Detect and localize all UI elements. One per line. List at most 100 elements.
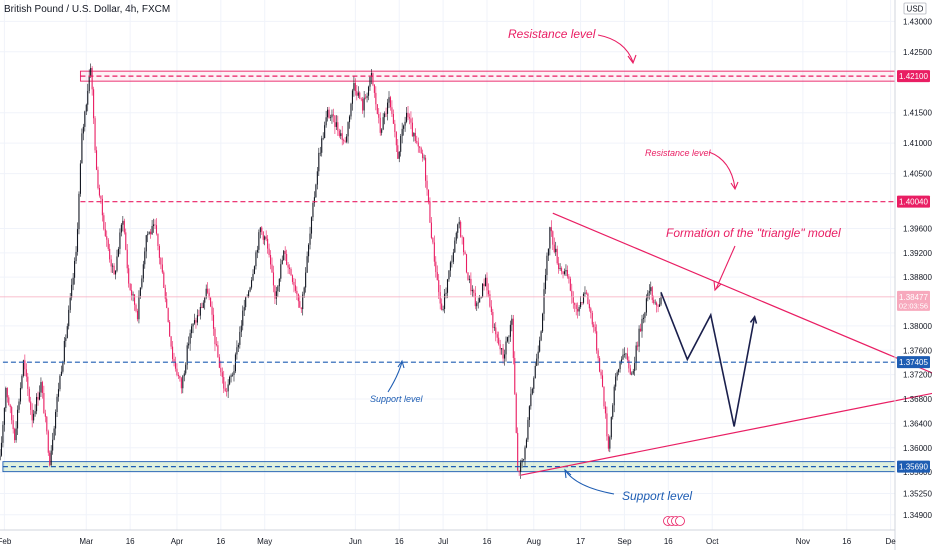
candle-body: [179, 375, 181, 379]
price-tick-label: 1.35250: [903, 489, 932, 498]
candle: [609, 435, 611, 453]
candle-body: [14, 429, 16, 441]
candle-body: [302, 294, 304, 310]
candle-body: [613, 386, 615, 406]
candle-body: [245, 296, 247, 308]
candle-body: [587, 293, 589, 304]
candle: [561, 266, 563, 275]
candle: [55, 409, 57, 436]
candle: [493, 323, 495, 331]
support-arrow-large: [564, 468, 615, 495]
candle: [315, 183, 317, 198]
candle: [30, 396, 32, 415]
price-label-text: 1.42100: [899, 72, 928, 81]
candle-body: [341, 133, 343, 141]
candle-body: [289, 267, 291, 270]
candle-body: [174, 361, 177, 369]
candle-body: [57, 389, 60, 397]
candle: [587, 292, 589, 305]
candle-body: [518, 470, 520, 472]
candle-body: [265, 236, 267, 239]
candle-body: [470, 278, 472, 292]
candle-body: [308, 244, 310, 257]
candle: [53, 425, 55, 441]
price-axis[interactable]: USD1.430001.425001.415001.410001.405001.…: [894, 0, 932, 550]
candle: [214, 327, 216, 352]
candle: [641, 314, 643, 338]
candle-body: [391, 107, 393, 114]
time-tick-label: 16: [664, 537, 673, 546]
candle-body: [335, 122, 337, 127]
candle-body: [71, 284, 73, 298]
candle-body: [388, 97, 390, 103]
candle-body: [264, 236, 266, 240]
candle: [582, 292, 585, 305]
candle: [520, 459, 522, 479]
candle: [438, 273, 440, 299]
candle: [403, 124, 405, 136]
candle-body: [324, 125, 326, 139]
candle-body: [609, 437, 611, 449]
candle-body: [395, 132, 397, 146]
candle-body: [619, 362, 621, 370]
candle-body: [234, 354, 236, 372]
price-label-text: 1.40040: [899, 198, 928, 207]
candle: [44, 409, 46, 423]
candle: [157, 233, 159, 251]
candle-body: [506, 337, 509, 342]
candle: [262, 231, 264, 245]
time-axis[interactable]: Feb Mar 16 Apr 16 May Jun 16 Jul 16 Aug 17 Sep 16 Oct N…: [0, 529, 896, 546]
candle: [19, 382, 22, 405]
candle: [119, 228, 121, 255]
candle: [623, 347, 626, 358]
candle: [430, 216, 432, 240]
candle: [388, 91, 390, 109]
candle-body: [211, 306, 213, 315]
candle: [97, 166, 99, 190]
candle: [553, 237, 555, 254]
candle: [91, 66, 93, 96]
candle: [363, 90, 365, 118]
candle-body: [436, 272, 438, 281]
candle: [637, 341, 639, 351]
candle: [52, 432, 54, 455]
candle-body: [16, 409, 19, 429]
support-arrow-small: [387, 359, 405, 393]
candle-body: [618, 369, 620, 373]
candle-body: [155, 225, 158, 234]
candle: [461, 235, 463, 245]
candle: [411, 117, 413, 137]
candle: [264, 235, 266, 246]
arrow-curve: [564, 469, 615, 495]
candle-body: [360, 98, 362, 100]
triangle-label: Formation of the "triangle" model: [666, 226, 841, 240]
candle: [524, 445, 526, 466]
candle-body: [419, 146, 421, 148]
price-tick-label: 1.39600: [903, 224, 932, 233]
candle: [395, 131, 397, 152]
price-tick-label: 1.40500: [903, 170, 932, 179]
candle: [343, 138, 345, 145]
candle-body: [549, 227, 551, 249]
candle-body: [123, 220, 125, 233]
candle: [243, 299, 245, 316]
candle: [131, 283, 133, 301]
candle-body: [201, 306, 203, 308]
candle: [419, 146, 421, 153]
candle: [106, 230, 108, 247]
grid: [0, 0, 895, 530]
candle-body: [642, 317, 645, 319]
candle: [95, 146, 98, 171]
candle: [350, 102, 352, 120]
candle-body: [508, 336, 510, 338]
candle: [33, 409, 35, 424]
candle-body: [240, 325, 242, 332]
candle-body: [284, 250, 286, 254]
candle-body: [119, 232, 121, 249]
time-tick-label: 16: [126, 537, 135, 546]
candle: [474, 286, 476, 310]
candle-body: [503, 354, 506, 359]
candle-body: [511, 318, 513, 325]
candle-body: [75, 251, 77, 262]
